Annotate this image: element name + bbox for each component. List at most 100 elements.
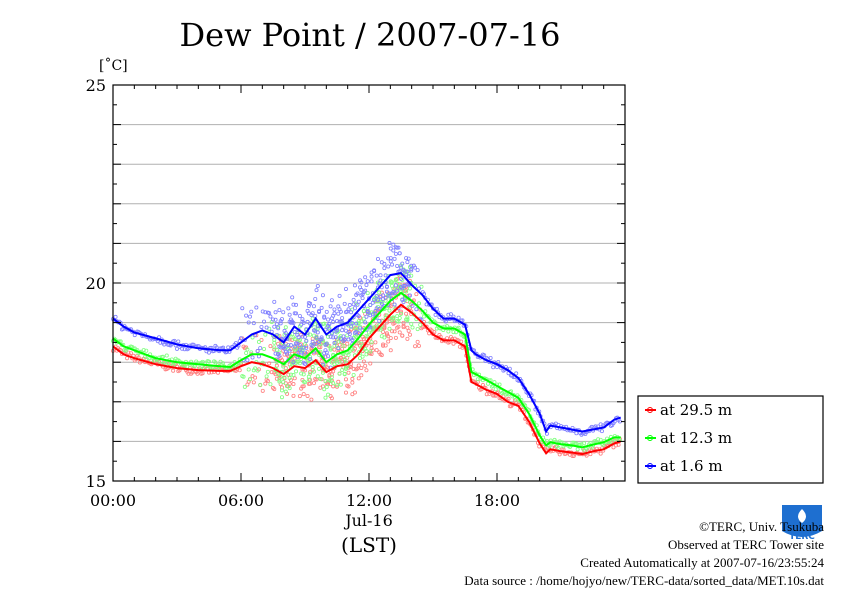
- scatter-point: [329, 372, 334, 377]
- scatter-point: [377, 290, 382, 295]
- scatter-point: [308, 354, 313, 359]
- scatter-point: [294, 302, 299, 307]
- scatter-point: [420, 325, 425, 330]
- scatter-point: [398, 276, 403, 281]
- scatter-point: [382, 323, 387, 328]
- scatter-point: [337, 319, 342, 324]
- scatter-point: [283, 325, 288, 330]
- scatter-point: [320, 370, 325, 375]
- scatter-point: [313, 296, 318, 301]
- scatter-point: [281, 380, 286, 385]
- scatter-point: [311, 381, 316, 386]
- x-tick-label: 06:00: [218, 491, 264, 510]
- scatter-point: [405, 336, 410, 341]
- scatter-point: [413, 265, 418, 270]
- scatter-point: [388, 246, 393, 251]
- scatter-point: [319, 335, 324, 340]
- legend-marker: [647, 407, 653, 413]
- scatter-point: [322, 321, 327, 326]
- scatter-point: [424, 302, 429, 307]
- scatter-point: [405, 269, 410, 274]
- scatter-point: [244, 350, 249, 355]
- scatter-point: [364, 283, 369, 288]
- scatter-point: [250, 355, 255, 360]
- scatter-point: [182, 347, 187, 352]
- scatter-point: [346, 384, 351, 389]
- scatter-point: [125, 356, 130, 361]
- scatter-point: [514, 397, 519, 402]
- scatter-point: [279, 358, 284, 363]
- scatter-point: [343, 390, 348, 395]
- scatter-point: [272, 345, 277, 350]
- scatter-point: [246, 367, 251, 372]
- scatter-point: [377, 306, 382, 311]
- scatter-point: [338, 309, 343, 314]
- scatter-point: [350, 380, 355, 385]
- scatter-point: [372, 268, 377, 273]
- scatter-point: [300, 334, 305, 339]
- scatter-point: [315, 330, 320, 335]
- scatter-point: [340, 367, 345, 372]
- scatter-point: [113, 314, 118, 319]
- scatter-point: [288, 343, 293, 348]
- scatter-point: [324, 385, 329, 390]
- scatter-point: [374, 273, 379, 278]
- scatter-point: [556, 445, 561, 450]
- scatter-point: [493, 387, 498, 392]
- scatter-point: [338, 336, 343, 341]
- scatter-point: [392, 320, 397, 325]
- scatter-point: [364, 368, 369, 373]
- scatter-point: [263, 332, 268, 337]
- scatter-point: [238, 336, 243, 341]
- scatter-point: [388, 348, 393, 353]
- scatter-point: [375, 299, 380, 304]
- scatter-point: [415, 327, 420, 332]
- scatter-point: [286, 372, 291, 377]
- scatter-point: [292, 376, 297, 381]
- scatter-point: [305, 393, 310, 398]
- scatter-point: [599, 429, 604, 434]
- scatter-point: [296, 335, 301, 340]
- scatter-point: [301, 320, 306, 325]
- scatter-point: [282, 344, 287, 349]
- scatter-point: [292, 311, 297, 316]
- scatter-point: [384, 284, 389, 289]
- scatter-point: [401, 325, 406, 330]
- x-date-label: Jul-16: [343, 511, 393, 530]
- scatter-point: [356, 331, 361, 336]
- scatter-point: [391, 315, 396, 320]
- scatter-point: [611, 445, 616, 450]
- scatter-point: [279, 388, 284, 393]
- scatter-point: [282, 346, 287, 351]
- scatter-point: [285, 384, 290, 389]
- scatter-point: [416, 286, 421, 291]
- scatter-point: [346, 370, 351, 375]
- scatter-point: [392, 291, 397, 296]
- scatter-point: [277, 308, 282, 313]
- scatter-point: [302, 380, 307, 385]
- scatter-point: [326, 317, 331, 322]
- scatter-point: [396, 324, 401, 329]
- scatter-point: [379, 353, 384, 358]
- scatter-point: [405, 317, 410, 322]
- scatter-point: [258, 346, 263, 351]
- scatter-point: [286, 306, 291, 311]
- scatter-point: [415, 339, 420, 344]
- scatter-point: [272, 324, 277, 329]
- scatter-point: [382, 335, 387, 340]
- scatter-point: [396, 319, 401, 324]
- scatter-point: [400, 261, 405, 266]
- scatter-point: [333, 357, 338, 362]
- grid-lines: [113, 124, 625, 442]
- scatter-point: [410, 325, 415, 330]
- scatter-point: [320, 293, 325, 298]
- scatter-point: [365, 291, 370, 296]
- scatter-point: [488, 355, 493, 360]
- scatter-point: [278, 345, 283, 350]
- scatter-point: [328, 346, 333, 351]
- footer-site: Observed at TERC Tower site: [667, 537, 824, 552]
- scatter-point: [309, 397, 314, 402]
- scatter-point: [244, 313, 249, 318]
- y-axis-unit-label: [˚C]: [99, 57, 128, 74]
